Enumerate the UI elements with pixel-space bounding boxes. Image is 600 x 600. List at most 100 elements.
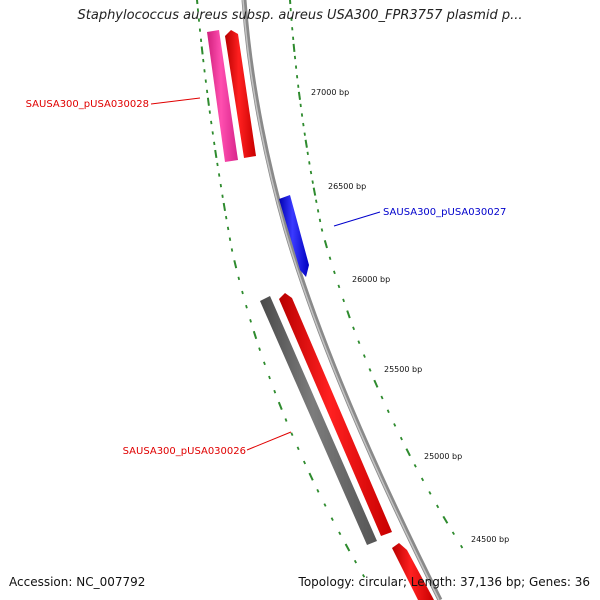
outer-ruler-tick [306,151,309,156]
inner-ruler-tick [233,260,238,269]
inner-ruler-tick [252,330,258,340]
inner-ruler-tick [362,574,366,578]
gene-arc-pusa030028[interactable] [207,30,238,162]
accession-text: Accession: NC_007792 [9,575,146,589]
inner-ruler-tick [290,432,294,436]
inner-ruler-tick [222,202,226,212]
gene-arc-red-long[interactable] [279,293,392,536]
ruler-ticks [195,0,464,578]
gene-arc-pusa030026[interactable] [260,296,377,545]
outer-ruler-tick [312,187,317,196]
outer-ruler-tick [460,544,464,549]
inner-ruler-tick [226,226,230,231]
gene-label-pusa030028[interactable]: SAUSA300_pUSA030028 [26,99,149,110]
outer-ruler-tick [405,448,411,457]
inner-ruler-tick [338,531,342,536]
outer-ruler-tick [320,228,324,232]
inner-ruler-tick [213,141,216,146]
outer-ruler-tick [316,209,320,213]
leader-line-pusa030026 [246,431,292,451]
gene-label-pusa030026[interactable]: SAUSA300_pUSA030026 [123,446,246,457]
inner-ruler-tick [241,290,244,295]
outer-ruler-tick [302,122,305,127]
map-title: Staphylococcus aureus subsp. aureus USA3… [77,8,523,23]
tick-label-25000: 25000 bp [424,452,462,461]
inner-ruler-tick [284,418,288,422]
topology-summary: Topology: circular; Length: 37,136 bp; G… [298,575,590,589]
gene-arcs [207,30,434,600]
outer-ruler-tick [357,340,361,345]
outer-ruler-tick [328,256,332,261]
tick-label-25500: 25500 bp [384,365,422,374]
inner-ruler-tick [195,0,199,5]
outer-ruler-tick [333,270,336,275]
outer-ruler-tick [308,161,311,165]
gene-arc-pusa030027[interactable] [279,195,309,277]
inner-ruler-tick [302,460,307,465]
gene-arc-red-lower[interactable] [392,543,434,600]
inner-ruler-tick [230,248,234,252]
inner-ruler-tick [211,131,214,135]
leader-line-pusa030028 [150,97,201,105]
outer-ruler-tick [399,436,403,441]
inner-ruler-tick [258,347,261,351]
outer-ruler-tick [288,0,292,5]
leader-line-pusa030027 [333,211,381,227]
ruler-labels: 27000 bp 26500 bp 26000 bp 25500 bp 2500… [311,88,509,544]
outer-ruler-tick [303,132,306,136]
inner-ruler-tick [237,276,241,281]
inner-ruler-tick [344,543,351,552]
inner-ruler-tick [210,120,213,125]
inner-ruler-tick [221,194,224,198]
outer-ruler-tick [315,199,318,203]
outer-ruler-tick [297,91,301,100]
inner-ruler-tick [308,472,314,481]
outer-ruler-tick [442,515,449,524]
outer-ruler-tick [428,491,432,495]
outer-ruler-tick [309,170,313,175]
inner-ruler-tick [228,237,232,241]
inner-ruler-tick [225,215,228,220]
outer-ruler-tick [311,180,314,184]
backbone-arc-highlight [242,0,440,600]
inner-ruler-tick [323,503,327,507]
inner-ruler-tick [206,97,210,106]
inner-ruler-tick [216,162,219,167]
outer-ruler-tick [386,409,390,414]
outer-ruler-tick [342,298,345,303]
outer-ruler-tick [413,463,417,468]
inner-ruler-tick [218,173,221,177]
inner-ruler-tick [353,559,357,564]
outer-ruler-tick [304,139,308,148]
inner-ruler-tick [219,183,222,188]
backbone-arc [241,0,443,600]
tick-label-24500: 24500 bp [471,535,509,544]
inner-ruler-tick [277,401,283,410]
inner-ruler-tick [316,489,320,493]
gene-arc-red-upper[interactable] [225,30,256,158]
tick-label-26500: 26500 bp [328,182,366,191]
outer-ruler-tick [368,368,372,372]
outer-ruler-tick [292,43,296,52]
gene-label-pusa030027[interactable]: SAUSA300_pUSA030027 [383,207,506,218]
gene-labels: SAUSA300_pUSA030028 SAUSA300_pUSA030027 … [26,99,507,457]
inner-ruler-tick [214,149,218,159]
outer-ruler-tick [346,310,351,319]
inner-ruler-tick [268,375,271,380]
outer-ruler-tick [362,354,366,358]
outer-ruler-tick [393,423,397,427]
inner-ruler-tick [296,446,300,451]
tick-label-27000: 27000 bp [311,88,349,97]
outer-ruler-tick [337,284,341,289]
outer-ruler-tick [323,240,328,249]
outer-ruler-tick [420,477,425,482]
inner-ruler-tick [249,319,252,323]
outer-ruler-tick [436,504,440,509]
inner-ruler-tick [330,517,334,522]
outer-ruler-tick [318,218,322,223]
gene-label-leaders [150,97,381,451]
tick-label-26000: 26000 bp [352,275,390,284]
inner-ruler-tick [273,389,277,394]
inner-ruler-tick [200,46,204,55]
